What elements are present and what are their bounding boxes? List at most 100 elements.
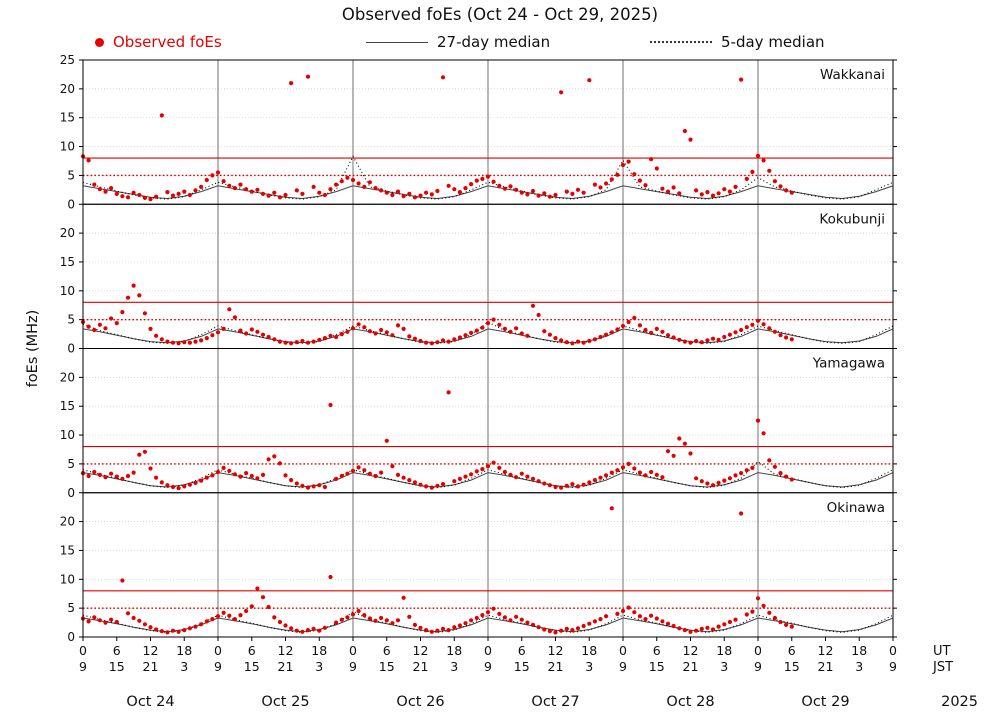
observed-point <box>469 182 474 187</box>
observed-point <box>390 464 395 469</box>
observed-point <box>260 472 266 477</box>
observed-point <box>339 617 344 622</box>
observed-point <box>598 334 603 340</box>
observed-point <box>694 338 699 344</box>
observed-point <box>542 329 547 334</box>
observed-point <box>767 458 772 463</box>
observed-point <box>469 618 474 623</box>
observed-point <box>244 187 249 192</box>
observed-point <box>671 335 676 340</box>
observed-point <box>193 624 198 629</box>
observed-point <box>463 186 468 191</box>
x-tick-label-ut: 0 <box>214 643 222 658</box>
observed-point <box>739 327 744 333</box>
y-tick-label: 5 <box>67 168 75 182</box>
observed-point <box>339 179 344 184</box>
legend-item-observed: Observed foEs <box>95 33 222 51</box>
observed-point <box>328 402 333 408</box>
observed-point <box>199 478 204 483</box>
observed-point <box>750 322 755 327</box>
x-tick-label-ut: 0 <box>349 643 357 658</box>
date-label: Oct 26 <box>396 694 444 710</box>
x-tick-label-jst: 9 <box>214 659 222 674</box>
observed-point <box>710 336 716 341</box>
observed-point <box>491 606 496 611</box>
x-tick-label-jst: 9 <box>79 659 87 674</box>
observed-point <box>148 466 153 471</box>
x-axis: 0961512211830961512211830961512211830961… <box>79 637 978 710</box>
observed-point <box>727 332 733 337</box>
observed-point <box>418 193 423 198</box>
observed-point <box>457 623 462 628</box>
observed-point <box>384 438 389 443</box>
observed-point <box>694 188 699 193</box>
observed-point <box>722 334 727 340</box>
dotted-line-icon <box>650 41 712 43</box>
panel-kokubunji: Kokubunji 0 5 10 15 20 <box>60 203 897 356</box>
observed-point <box>654 326 659 331</box>
observed-point <box>92 182 97 187</box>
observed-point <box>390 333 395 338</box>
observed-point <box>125 611 131 616</box>
x-tick-label-ut: 6 <box>653 643 661 658</box>
observed-point <box>508 472 513 477</box>
observed-point <box>480 467 485 472</box>
observed-point <box>384 618 389 623</box>
observed-point <box>418 482 423 487</box>
observed-point <box>109 471 114 476</box>
y-tick-label: 25 <box>60 53 75 67</box>
observed-point <box>474 178 479 183</box>
observed-point <box>575 339 581 344</box>
observed-point <box>142 622 147 627</box>
observed-point <box>485 321 491 326</box>
x-tick-label-jst: 3 <box>855 659 863 674</box>
observed-point <box>559 90 564 95</box>
observed-point <box>626 319 631 325</box>
x-tick-label-ut: 0 <box>754 643 762 658</box>
observed-point <box>677 626 682 631</box>
observed-point <box>587 338 592 344</box>
observed-point <box>553 336 558 341</box>
observed-point <box>401 595 406 600</box>
observed-point <box>463 333 468 338</box>
observed-point <box>345 615 350 620</box>
observed-point <box>649 469 654 475</box>
observed-point <box>502 326 507 331</box>
observed-point <box>542 627 547 632</box>
observed-point <box>564 626 569 632</box>
observed-point <box>424 628 429 633</box>
observed-point <box>446 390 451 395</box>
observed-point <box>772 329 778 334</box>
observed-point <box>452 479 457 484</box>
observed-point <box>598 617 603 622</box>
observed-point <box>547 332 553 337</box>
observed-point <box>452 625 457 630</box>
jst-axis-label: JST <box>932 660 953 675</box>
observed-point <box>778 619 783 625</box>
observed-point <box>373 618 378 623</box>
observed-point <box>176 341 181 346</box>
observed-point <box>429 341 434 346</box>
observed-point <box>649 330 654 335</box>
observed-point <box>210 473 215 478</box>
observed-point <box>187 340 192 345</box>
observed-point <box>789 477 794 482</box>
observed-point <box>452 187 457 192</box>
observed-point <box>137 452 142 457</box>
observed-point <box>373 473 378 479</box>
observed-point <box>176 486 181 491</box>
observed-point <box>682 628 688 633</box>
observed-point <box>452 337 457 342</box>
observed-point <box>221 610 226 615</box>
observed-point <box>215 170 221 175</box>
observed-point <box>86 158 91 163</box>
observed-point <box>587 621 592 626</box>
observed-point <box>609 470 614 475</box>
observed-point <box>114 191 119 196</box>
observed-series <box>80 74 794 202</box>
x-tick-label-jst: 21 <box>818 659 834 674</box>
observed-point <box>367 180 372 185</box>
observed-point <box>716 337 721 342</box>
observed-point <box>469 472 474 477</box>
observed-point <box>643 183 648 188</box>
